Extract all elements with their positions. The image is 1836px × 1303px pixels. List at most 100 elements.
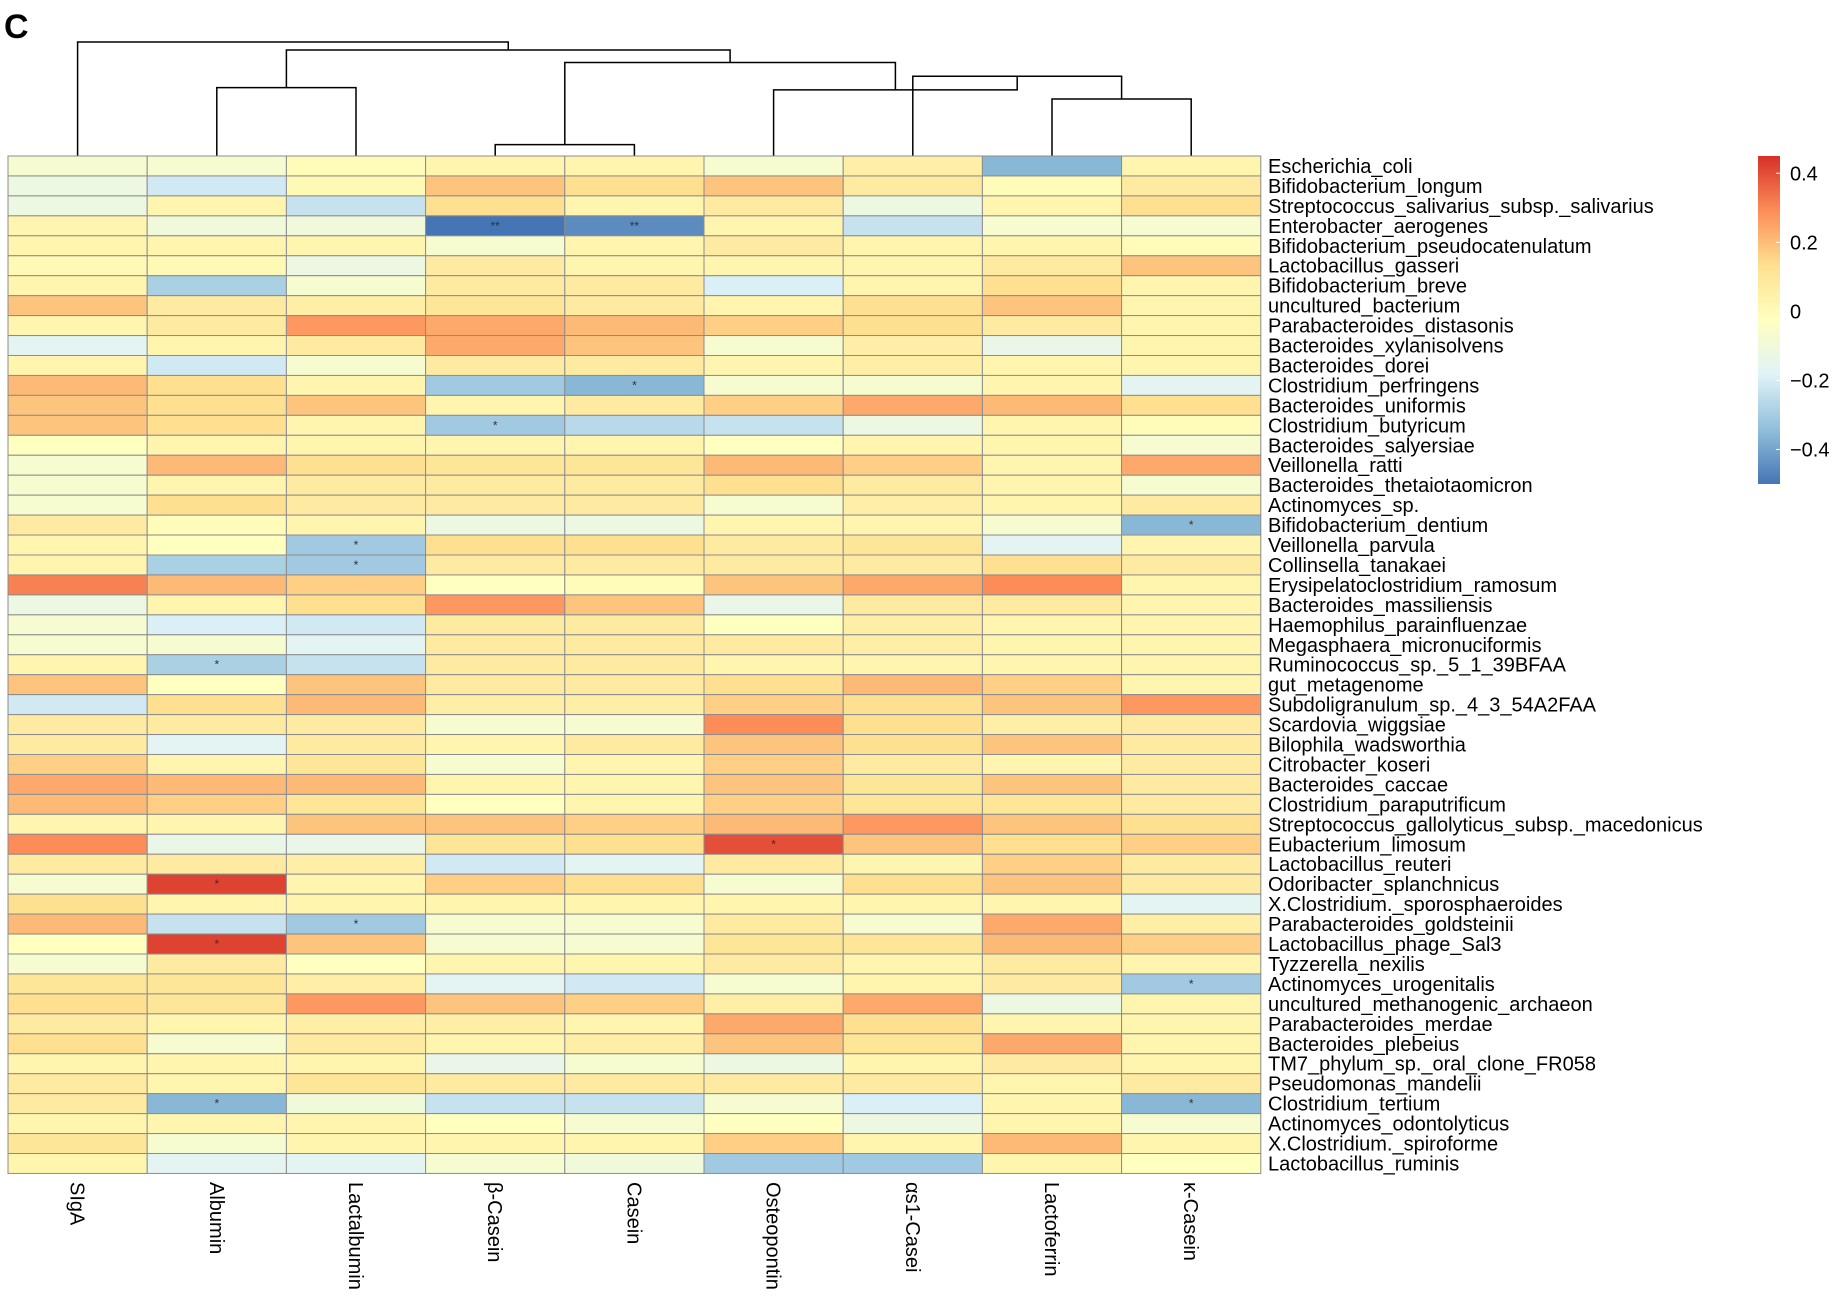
heatmap-cell xyxy=(1121,474,1262,496)
heatmap-cell xyxy=(564,813,705,835)
heatmap-cell xyxy=(1121,953,1262,975)
heatmap-cell xyxy=(842,195,983,217)
heatmap-cell xyxy=(425,1133,566,1155)
heatmap-cell xyxy=(425,873,566,895)
heatmap-cell xyxy=(146,175,287,197)
heatmap-cell xyxy=(146,1073,287,1095)
heatmap-cell xyxy=(1121,1033,1262,1055)
heatmap-cell xyxy=(285,474,427,496)
heatmap-cell xyxy=(564,275,705,297)
colorbar-gradient xyxy=(1758,156,1780,484)
heatmap-cell xyxy=(703,1133,844,1155)
heatmap-cell xyxy=(285,1153,427,1174)
heatmap-cell xyxy=(981,933,1123,955)
row-label: Parabacteroides_goldsteinii xyxy=(1268,914,1514,936)
heatmap-cell xyxy=(703,933,844,955)
heatmap-cell xyxy=(981,434,1123,456)
heatmap-cell xyxy=(981,873,1123,895)
heatmap-cell xyxy=(842,514,983,536)
heatmap-cell xyxy=(842,534,983,556)
heatmap-cell xyxy=(981,454,1123,476)
heatmap-cell xyxy=(425,714,566,736)
colorbar: 0.4 0.2 0 −0.2 −0.4 xyxy=(1758,156,1829,484)
heatmap-cell xyxy=(146,374,287,396)
heatmap-cell xyxy=(842,714,983,736)
row-label: Actinomyces_urogenitalis xyxy=(1268,974,1495,996)
heatmap-cell xyxy=(146,694,287,716)
heatmap-cell xyxy=(146,355,287,376)
heatmap-cell xyxy=(425,833,566,855)
heatmap-cell xyxy=(981,833,1123,855)
heatmap-cell xyxy=(1121,654,1262,676)
heatmap-cell xyxy=(842,674,983,696)
heatmap-cell xyxy=(146,195,287,217)
heatmap-cell xyxy=(146,534,287,556)
heatmap-cell xyxy=(285,235,427,257)
heatmap-cell xyxy=(425,913,566,935)
column-label: Lactoferrin xyxy=(1040,1182,1062,1277)
row-label: Collinsella_tanakaei xyxy=(1268,555,1446,577)
heatmap-cell xyxy=(564,973,705,995)
heatmap-cell xyxy=(7,295,148,317)
heatmap-cell xyxy=(146,155,287,177)
colorbar-tick-label: 0.4 xyxy=(1790,163,1818,185)
heatmap-cell xyxy=(425,454,566,476)
heatmap-cell xyxy=(842,933,983,955)
heatmap-cell xyxy=(703,734,844,755)
row-label: Eubacterium_limosum xyxy=(1268,834,1466,856)
heatmap-cell xyxy=(425,1113,566,1135)
heatmap-cell xyxy=(703,1113,844,1135)
heatmap-cell xyxy=(981,534,1123,556)
heatmap-cell xyxy=(425,973,566,995)
heatmap-cell xyxy=(425,734,566,755)
heatmap-cell xyxy=(842,853,983,875)
heatmap-cell xyxy=(842,913,983,935)
heatmap-cell xyxy=(842,1073,983,1095)
heatmap-cell xyxy=(146,853,287,875)
row-label: Clostridium_perfringens xyxy=(1268,375,1479,397)
heatmap-cell xyxy=(425,255,566,277)
heatmap-cell xyxy=(1121,414,1262,436)
heatmap-cell xyxy=(1121,594,1262,616)
significance-mark: * xyxy=(214,1097,219,1111)
heatmap-cell xyxy=(564,833,705,855)
heatmap-cell xyxy=(285,933,427,955)
heatmap-cell xyxy=(425,893,566,915)
heatmap-cell xyxy=(842,235,983,257)
heatmap-cell xyxy=(285,275,427,297)
heatmap-cell xyxy=(981,614,1123,636)
heatmap-cell xyxy=(1121,1153,1262,1174)
heatmap-cell xyxy=(703,1033,844,1055)
heatmap-cell xyxy=(703,295,844,317)
row-label: Bacteroides_salyersiae xyxy=(1268,435,1475,457)
significance-mark: * xyxy=(214,658,219,672)
heatmap-cell xyxy=(1121,374,1262,396)
heatmap-cell xyxy=(146,953,287,975)
heatmap-cell xyxy=(425,773,566,795)
heatmap-cell xyxy=(1121,833,1262,855)
heatmap-cell xyxy=(1121,434,1262,456)
heatmap-cell xyxy=(981,973,1123,995)
heatmap-cell xyxy=(842,155,983,177)
heatmap-cell xyxy=(842,474,983,496)
heatmap-cell xyxy=(703,374,844,396)
heatmap-cell xyxy=(1121,793,1262,815)
column-labels: SIgA Albumin Lactalbumin β-Casein Casein Oste… xyxy=(66,1182,1202,1290)
heatmap-cell xyxy=(703,255,844,277)
heatmap-cell xyxy=(285,694,427,716)
heatmap-cell xyxy=(981,235,1123,257)
heatmap-cell xyxy=(981,1133,1123,1155)
heatmap-cell xyxy=(146,235,287,257)
heatmap-cell xyxy=(564,1013,705,1035)
row-label: Erysipelatoclostridium_ramosum xyxy=(1268,575,1557,597)
significance-mark: * xyxy=(1189,977,1194,991)
heatmap-cell xyxy=(703,534,844,556)
heatmap-cell xyxy=(285,574,427,596)
heatmap-cell xyxy=(564,195,705,217)
row-label: Bacteroides_caccae xyxy=(1268,774,1448,796)
row-label: Clostridium_tertium xyxy=(1268,1094,1440,1116)
heatmap-cell xyxy=(7,275,148,297)
heatmap-cell xyxy=(7,1093,148,1115)
heatmap-cell xyxy=(7,853,148,875)
heatmap-cell xyxy=(146,215,287,237)
